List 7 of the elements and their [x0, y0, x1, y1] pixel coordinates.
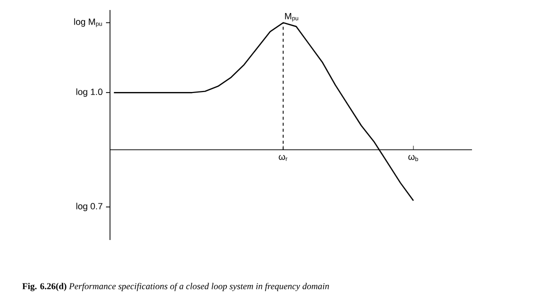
x-tick-label: ω$_{r}$ [278, 154, 288, 161]
x-tick-label: ω$_{b}$ [408, 154, 418, 162]
text: log 0.7 [76, 202, 102, 212]
annotation: M$_{pu}$ [285, 13, 298, 22]
text: Fig. 6.26(d) Performance specifications of a closed loop system in frequency domain [22, 282, 329, 292]
text: log 1.0 [76, 88, 102, 97]
text: log M$_{pu}$ [74, 18, 102, 28]
